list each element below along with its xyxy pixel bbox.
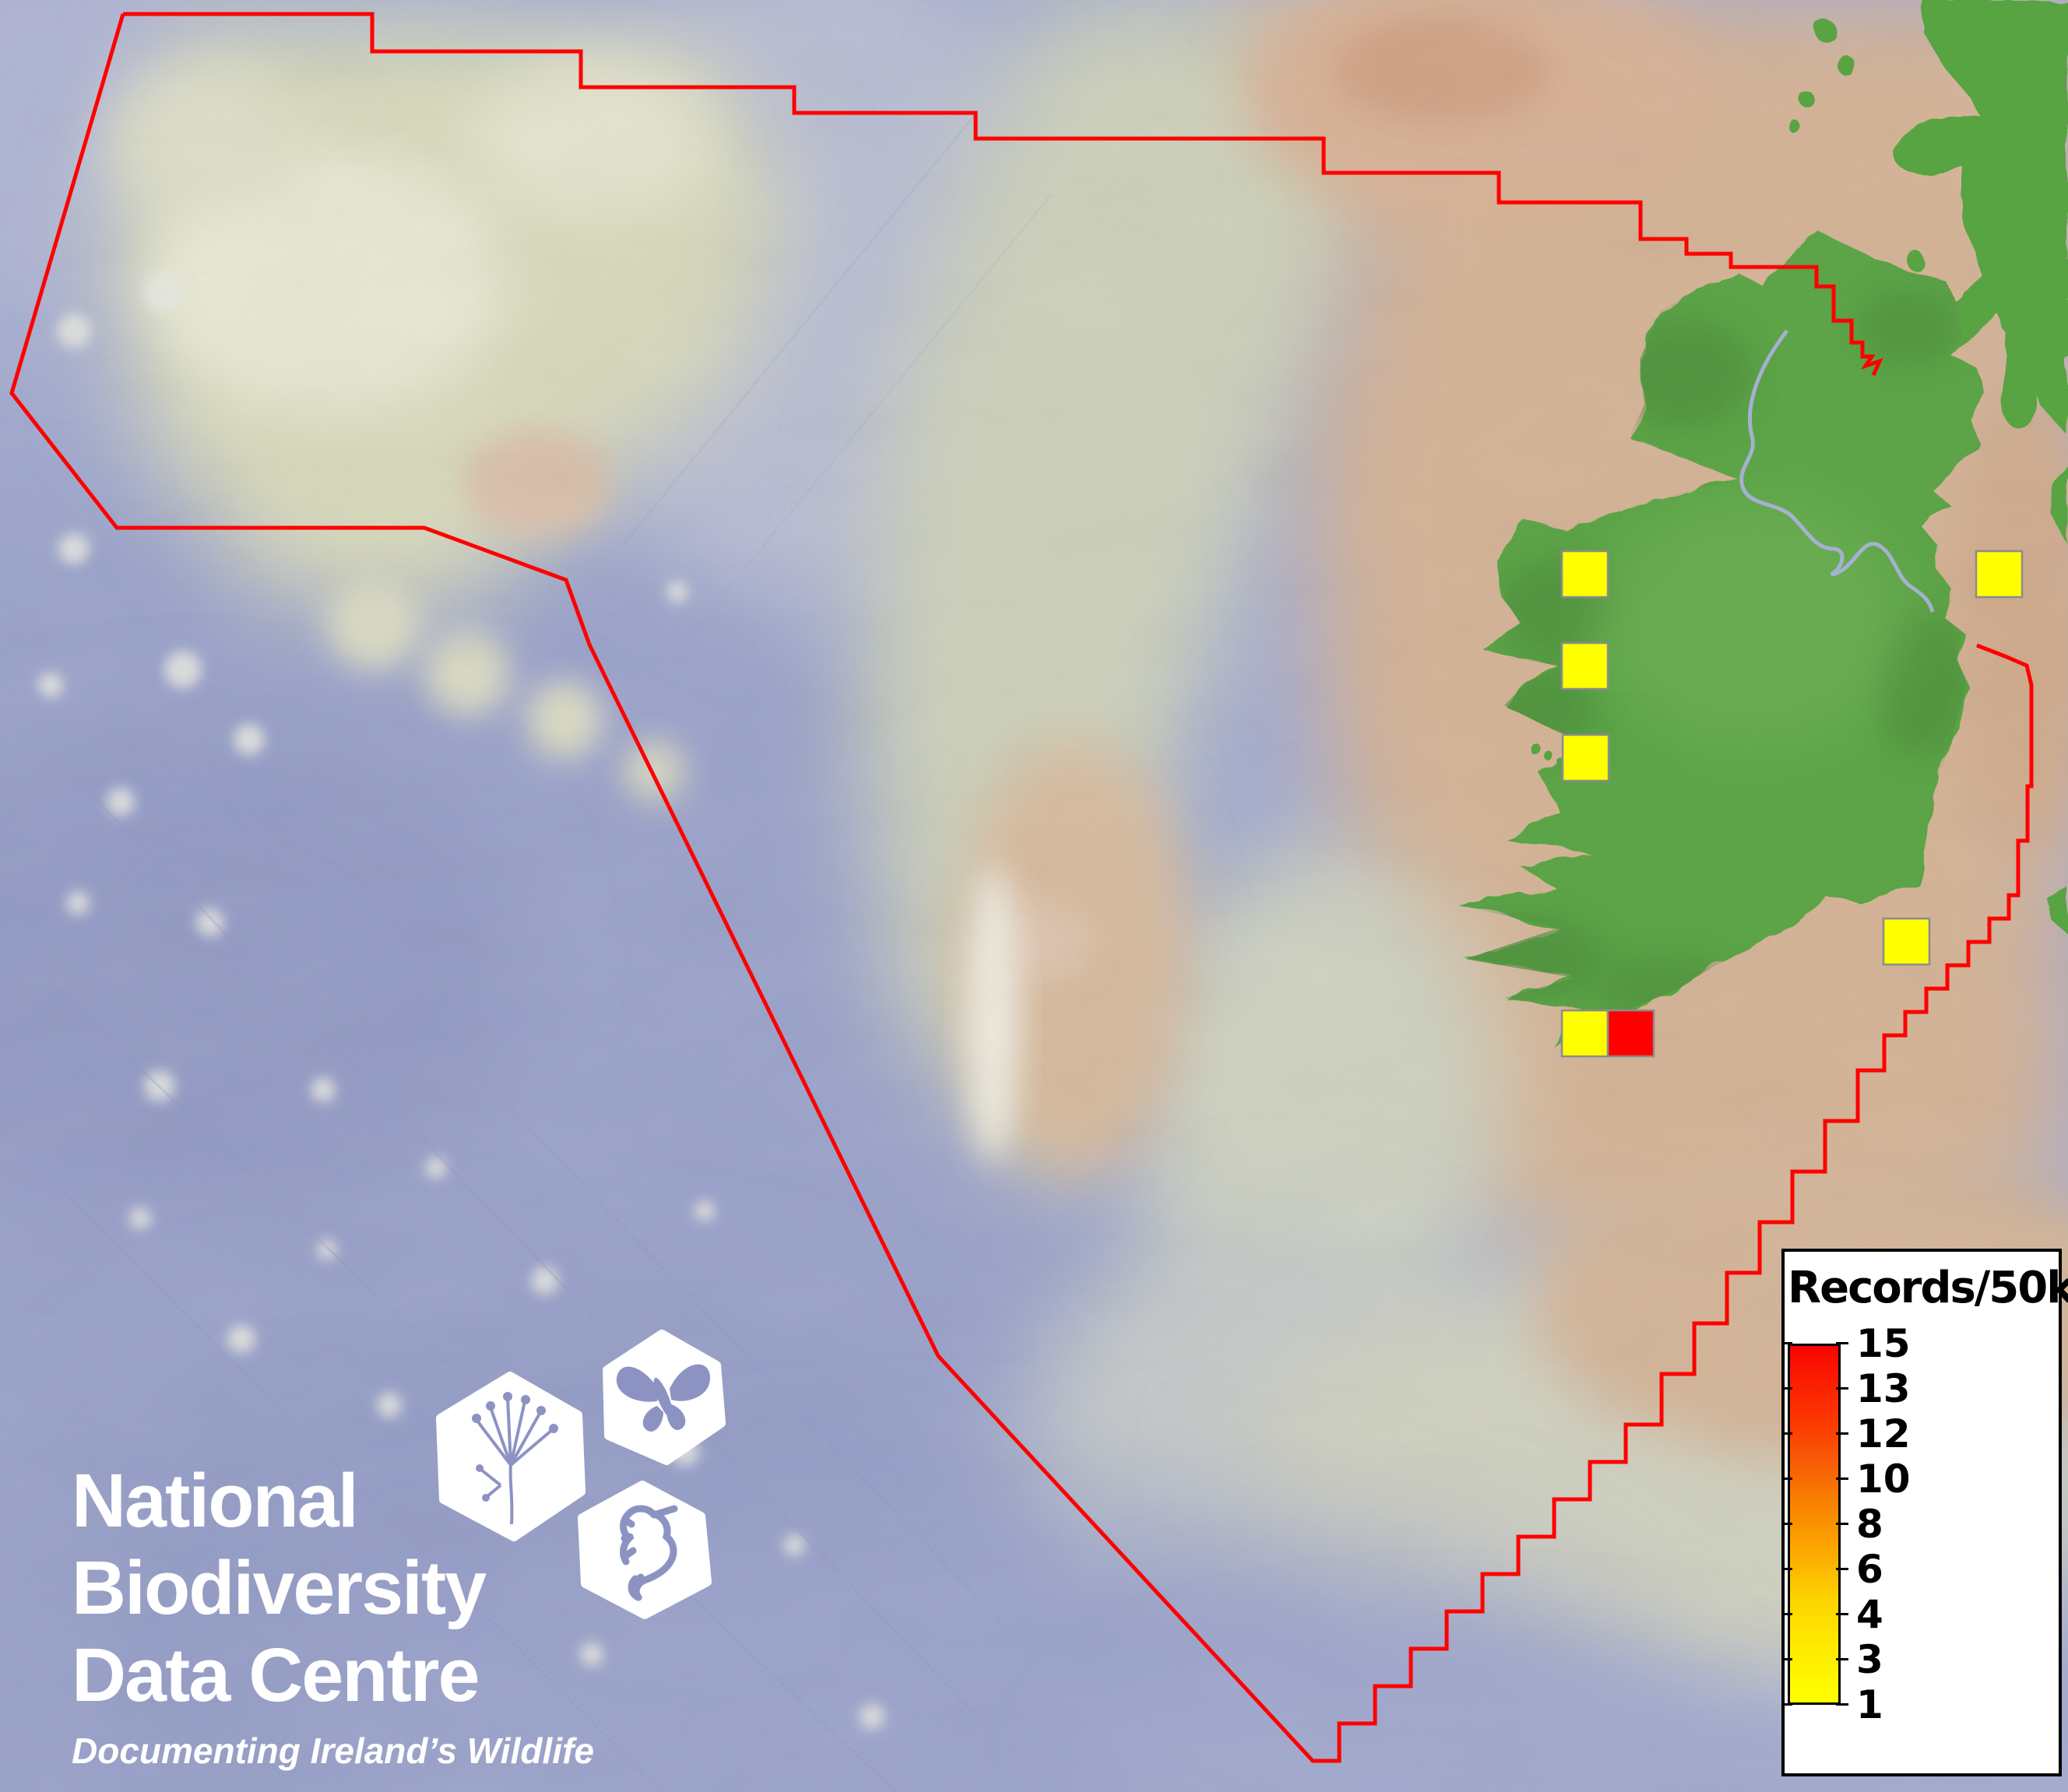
- legend-tick-mark: [1836, 1658, 1848, 1660]
- legend-tick-mark: [1836, 1342, 1848, 1344]
- legend-tick-mark: [1836, 1432, 1848, 1435]
- record-grid-square[interactable]: [1560, 550, 1609, 599]
- legend-tick-mark: [1782, 1613, 1792, 1615]
- northern-ireland-border-line: [1739, 329, 1935, 613]
- logo-name-line3: Data Centre: [72, 1632, 480, 1717]
- record-grid-square[interactable]: [1882, 917, 1931, 966]
- butterfly-icon: [616, 1364, 710, 1432]
- scotland-landmass: [1786, 0, 2068, 545]
- record-grid-square[interactable]: [1560, 1009, 1609, 1058]
- legend-tick-label: 8: [1856, 1502, 1883, 1547]
- boundary-west-south-east-line: [9, 13, 2034, 1763]
- legend-tick-label: 4: [1856, 1592, 1883, 1637]
- legend-tick-label: 13: [1856, 1366, 1911, 1411]
- legend-tick-label: 3: [1856, 1637, 1883, 1682]
- seahorse-icon: [620, 1505, 678, 1601]
- logo-name-line1: National: [72, 1458, 359, 1543]
- legend-tick-mark: [1782, 1432, 1792, 1435]
- boundary-north-line: [123, 12, 1883, 377]
- legend-tick-label: 1: [1856, 1682, 1883, 1727]
- legend-tick-mark: [1836, 1387, 1848, 1390]
- legend-tick-mark: [1782, 1342, 1792, 1344]
- legend-tick-mark: [1782, 1703, 1792, 1706]
- legend-tick-mark: [1836, 1478, 1848, 1480]
- legend-tick-label: 10: [1856, 1456, 1911, 1502]
- legend-tick-mark: [1782, 1658, 1792, 1660]
- record-squares-layer[interactable]: [1560, 550, 2024, 1058]
- legend-tick-label: 15: [1856, 1321, 1911, 1366]
- seahorse-hexagon: [578, 1481, 712, 1619]
- flower-umbel-icon: [472, 1392, 558, 1525]
- record-grid-square[interactable]: [1561, 733, 1610, 782]
- logo-name-line2: Biodiversity: [72, 1545, 487, 1630]
- legend-tick-mark: [1836, 1703, 1848, 1706]
- legend-tick-mark: [1836, 1523, 1848, 1525]
- legend-tick-mark: [1782, 1387, 1792, 1390]
- legend-tick-label: 6: [1856, 1547, 1883, 1592]
- legend-colorbar: [1788, 1344, 1841, 1705]
- designated-area-boundary: [9, 12, 2034, 1763]
- legend-tick-mark: [1782, 1523, 1792, 1525]
- record-grid-square[interactable]: [1560, 641, 1609, 690]
- legend-tick-mark: [1782, 1568, 1792, 1570]
- legend-title: Records/50km: [1788, 1263, 2068, 1313]
- nbdc-logo-hexagons: [436, 1330, 726, 1619]
- legend-tick-label: 12: [1856, 1411, 1911, 1456]
- wales-tip: [2051, 887, 2068, 934]
- legend-tick-mark: [1836, 1568, 1848, 1570]
- legend-tick-mark: [1782, 1478, 1792, 1480]
- legend-tick-mark: [1836, 1613, 1848, 1615]
- logo-tagline: Documenting Ireland’s Wildlife: [72, 1731, 594, 1771]
- record-grid-square[interactable]: [1606, 1009, 1655, 1058]
- record-grid-square[interactable]: [1975, 550, 2024, 599]
- nbdc-logo-text: National Biodiversity Data Centre Docume…: [72, 1457, 594, 1772]
